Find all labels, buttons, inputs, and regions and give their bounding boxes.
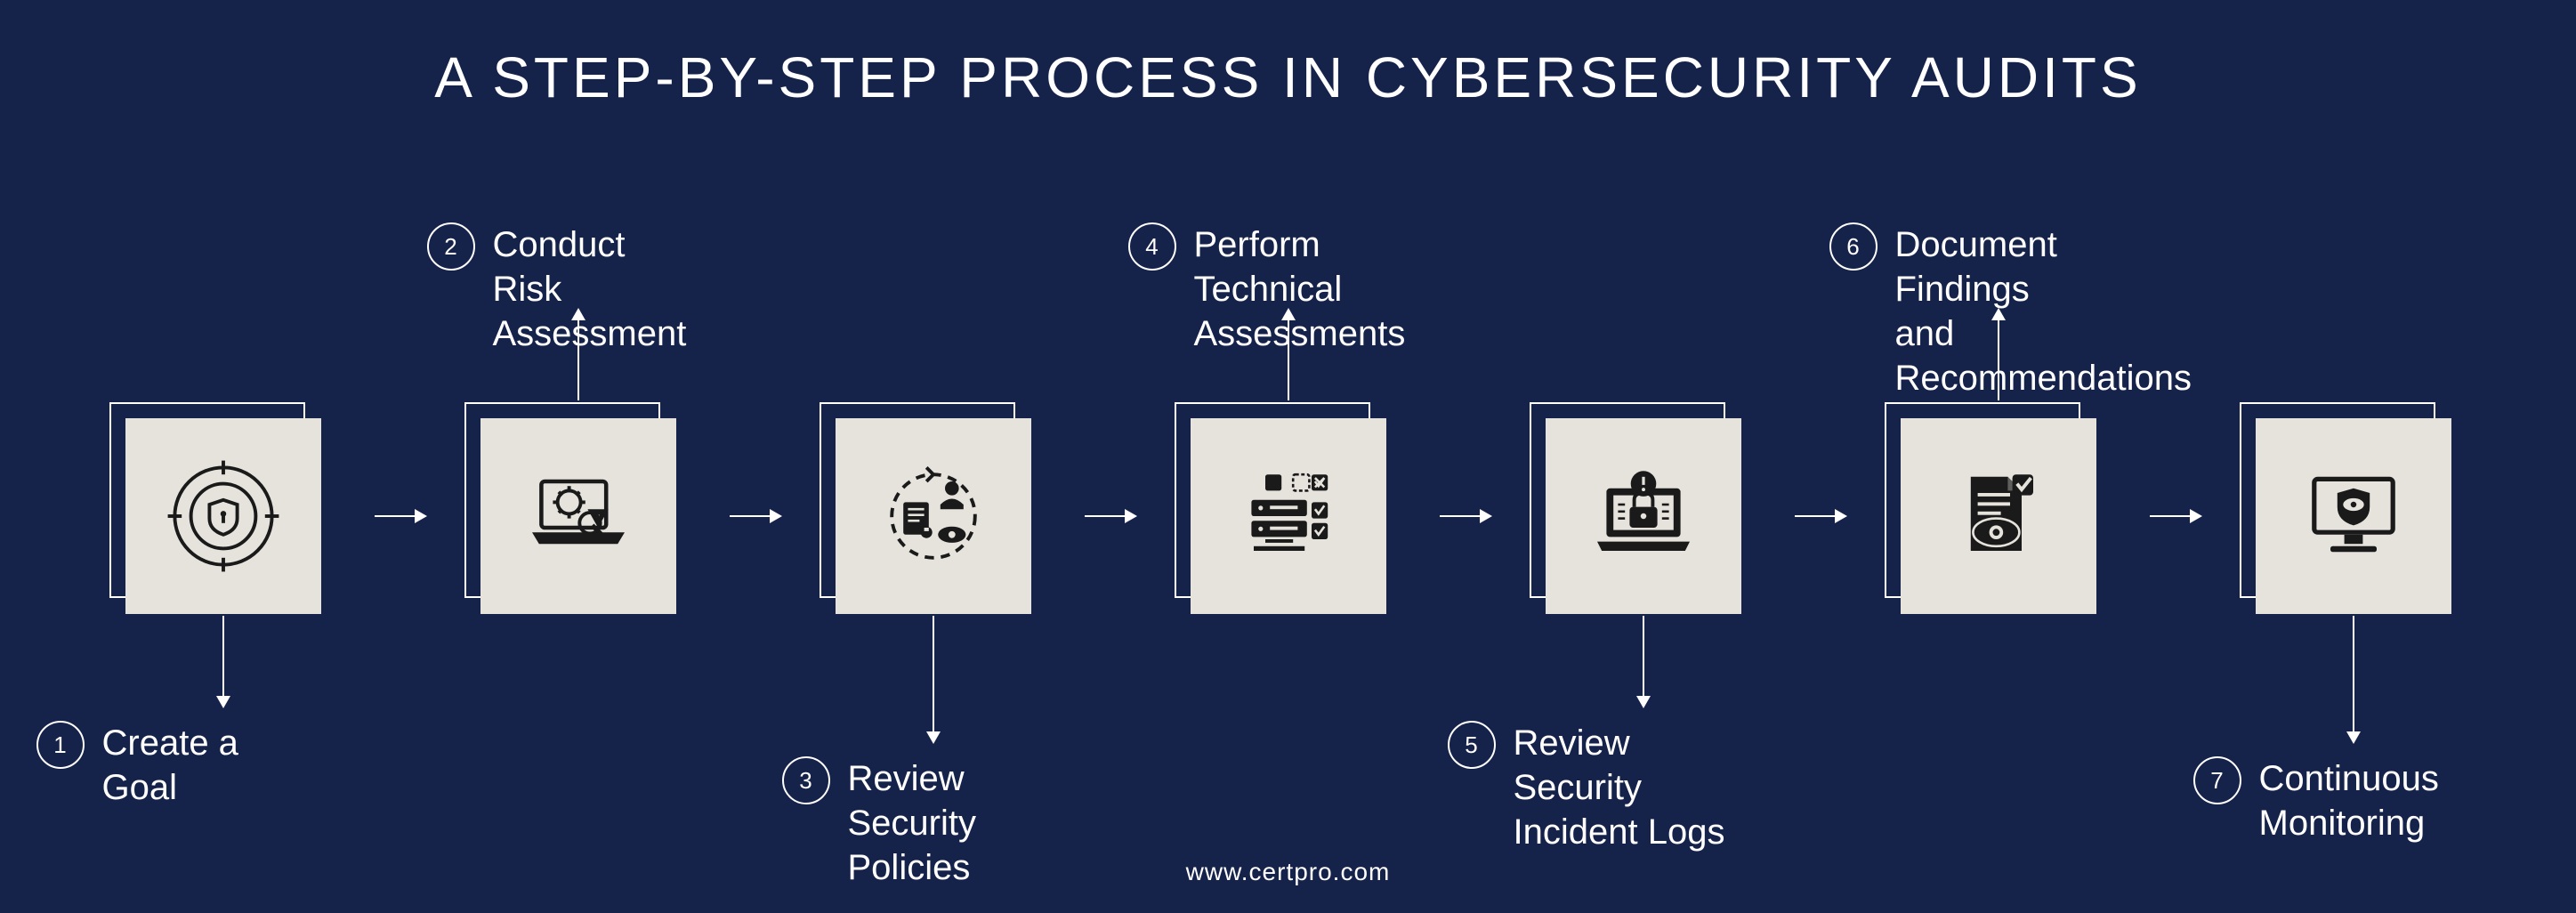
step-number: 6 <box>1829 222 1877 271</box>
step-number: 4 <box>1128 222 1176 271</box>
callout-4: 4 Perform Technical Assessments <box>1128 222 1406 356</box>
step-fill <box>836 418 1031 614</box>
step-number: 2 <box>427 222 475 271</box>
step-number: 3 <box>782 756 830 804</box>
page-title: A STEP-BY-STEP PROCESS IN CYBERSECURITY … <box>0 44 2576 110</box>
document-eye-icon <box>1941 458 2056 574</box>
policy-cycle-icon <box>876 458 991 574</box>
callout-6: 6 Document Findings and Recommendations <box>1829 222 2192 400</box>
laptop-alert-icon <box>1586 458 1701 574</box>
callout-7: 7 Continuous Monitoring <box>2193 756 2439 845</box>
step-label: Conduct Risk Assessment <box>493 222 687 356</box>
arrow-right <box>1795 509 1847 523</box>
footer-url: www.certpro.com <box>0 858 2576 886</box>
arrow-down <box>2346 616 2361 744</box>
step-box-2: 2 Conduct Risk Assessment <box>480 418 676 614</box>
step-fill <box>1191 418 1386 614</box>
step-fill <box>2256 418 2451 614</box>
step-number: 5 <box>1448 721 1496 769</box>
arrow-down <box>926 616 941 744</box>
step-box-7: 7 Continuous Monitoring <box>2256 418 2451 614</box>
step-fill <box>480 418 676 614</box>
step-number: 1 <box>36 721 85 769</box>
arrow-right <box>1440 509 1492 523</box>
step-box-5: 5 Review Security Incident Logs <box>1546 418 1741 614</box>
step-label: Create a Goal <box>102 721 321 810</box>
target-shield-icon <box>166 458 281 574</box>
step-box-3: 3 Review Security Policies <box>836 418 1031 614</box>
arrow-right <box>1085 509 1137 523</box>
step-box-1: 1 Create a Goal <box>125 418 321 614</box>
arrow-right <box>730 509 782 523</box>
callout-5: 5 Review Security Incident Logs <box>1448 721 1741 854</box>
process-row: 1 Create a Goal <box>0 418 2576 614</box>
arrow-down <box>1636 616 1651 708</box>
server-check-icon <box>1231 458 1346 574</box>
monitor-shield-icon <box>2296 458 2411 574</box>
step-number: 7 <box>2193 756 2241 804</box>
step-fill <box>1901 418 2096 614</box>
step-fill <box>1546 418 1741 614</box>
callout-1: 1 Create a Goal <box>36 721 321 810</box>
step-box-4: 4 Perform Technical Assessments <box>1191 418 1386 614</box>
step-label: Review Security Incident Logs <box>1514 721 1741 854</box>
callout-2: 2 Conduct Risk Assessment <box>427 222 687 356</box>
laptop-gear-icon <box>521 458 636 574</box>
step-label: Continuous Monitoring <box>2259 756 2439 845</box>
arrow-down <box>216 616 230 708</box>
step-box-6: 6 Document Findings and Recommendations <box>1901 418 2096 614</box>
arrow-right <box>375 509 427 523</box>
arrow-right <box>2150 509 2202 523</box>
step-label: Document Findings and Recommendations <box>1895 222 2192 400</box>
step-fill <box>125 418 321 614</box>
step-label: Perform Technical Assessments <box>1194 222 1406 356</box>
